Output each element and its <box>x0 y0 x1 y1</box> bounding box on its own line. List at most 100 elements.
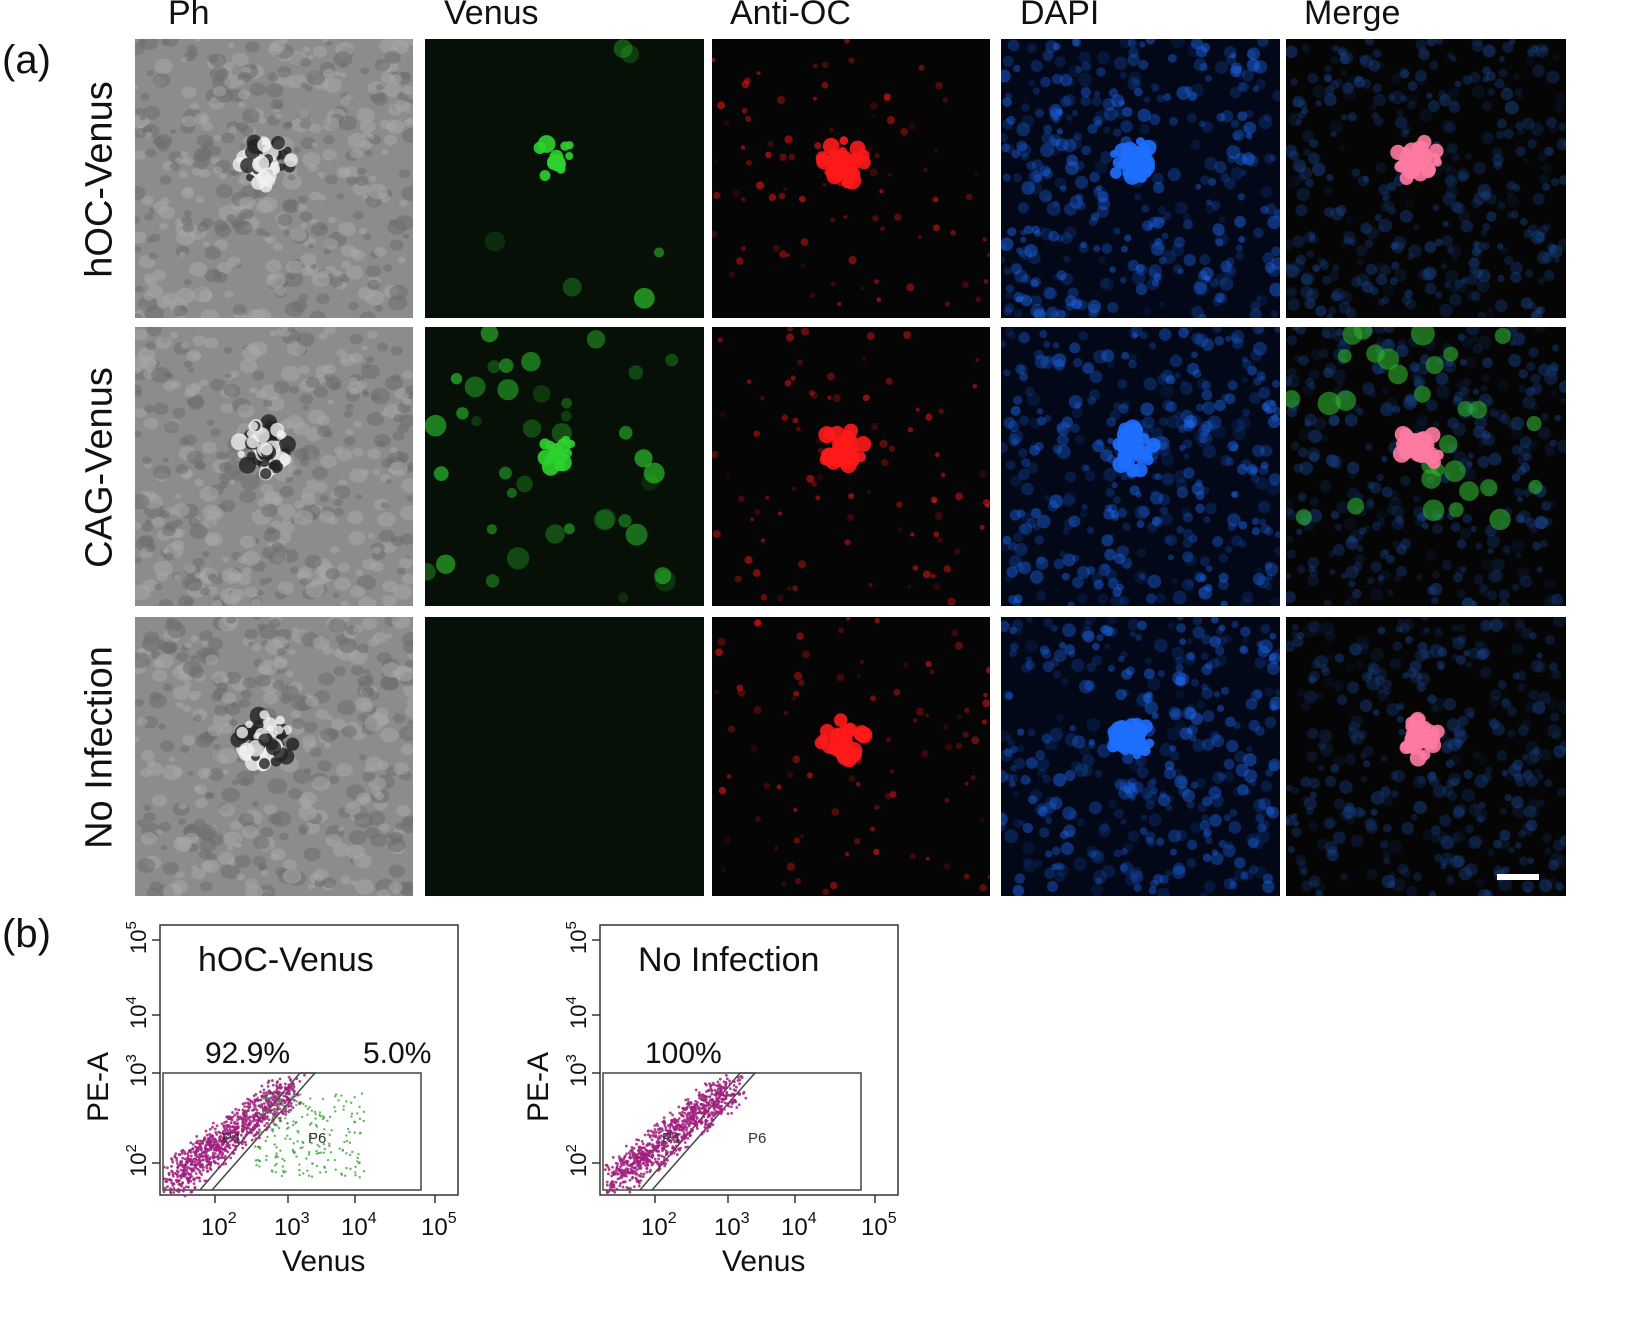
event-dot-p4 <box>684 1119 688 1123</box>
event-dot-p4 <box>208 1127 212 1131</box>
event-dot-p4 <box>182 1186 186 1190</box>
row-label-cag-venus: CAG-Venus <box>78 367 121 568</box>
event-dot-p4 <box>166 1185 169 1189</box>
event-dot-p4 <box>207 1139 211 1142</box>
event-dot-p4 <box>713 1088 717 1092</box>
event-dot-p4 <box>645 1161 648 1165</box>
event-dot-p4 <box>706 1129 709 1133</box>
event-dot-p4 <box>730 1094 734 1097</box>
event-dot-p4 <box>737 1076 740 1079</box>
event-dot-p4 <box>239 1133 243 1137</box>
event-dot-p4 <box>650 1163 654 1167</box>
event-dot-p4 <box>267 1089 271 1093</box>
event-dot-p4 <box>662 1121 666 1124</box>
event-dot-p4 <box>618 1184 622 1188</box>
event-dot-p4 <box>648 1149 652 1153</box>
event-dot-p4 <box>673 1135 677 1138</box>
event-dot-p6 <box>334 1093 338 1096</box>
micrograph-anti-oc-2 <box>712 327 990 606</box>
event-dot-p4 <box>298 1079 302 1083</box>
event-dot-p4 <box>194 1151 198 1155</box>
event-dot-p4 <box>673 1140 676 1144</box>
event-dot-p4 <box>169 1187 172 1191</box>
event-dot-p4 <box>691 1107 695 1111</box>
event-dot-p4 <box>685 1114 689 1117</box>
event-dot-p4 <box>645 1170 649 1174</box>
event-dot-p6 <box>302 1141 305 1145</box>
event-dot-p4 <box>663 1164 667 1168</box>
event-dot-p4 <box>271 1098 275 1102</box>
event-dot-p4 <box>285 1095 289 1099</box>
event-dot-p4 <box>623 1155 627 1159</box>
event-dot-p4 <box>677 1147 680 1151</box>
event-dot-p4 <box>224 1145 227 1149</box>
event-dot-p4 <box>605 1180 609 1184</box>
event-dot-p4 <box>605 1183 609 1187</box>
event-dot-p4 <box>195 1135 199 1138</box>
event-dot-p4 <box>723 1101 727 1105</box>
event-dot-p4 <box>728 1079 732 1083</box>
event-dot-p6 <box>281 1157 284 1161</box>
event-dot-p4 <box>229 1121 233 1125</box>
event-dot-p4 <box>278 1102 282 1106</box>
event-dot-p4 <box>728 1087 732 1090</box>
event-dot-p4 <box>237 1108 241 1112</box>
event-dot-p4 <box>710 1097 714 1101</box>
micrograph-venus-2 <box>425 327 704 606</box>
event-dot-p4 <box>662 1159 666 1163</box>
event-dot-p4 <box>703 1125 707 1129</box>
event-dot-p4 <box>208 1132 212 1136</box>
event-dot-p4 <box>227 1143 231 1147</box>
event-dot-p4 <box>211 1138 215 1141</box>
event-dot-p6 <box>314 1132 317 1135</box>
event-dot-p4 <box>678 1111 682 1115</box>
gate-percent-left: 92.9% <box>205 1037 290 1070</box>
event-dot-p6 <box>340 1094 343 1097</box>
plot-frame <box>599 924 899 1196</box>
y-tick-label: 103 <box>123 1054 151 1087</box>
event-dot-p4 <box>709 1084 712 1088</box>
event-dot-p6 <box>277 1116 280 1120</box>
event-dot-p4 <box>633 1166 637 1170</box>
event-dot-p4 <box>694 1088 698 1092</box>
event-dot-p4 <box>680 1139 684 1143</box>
micrograph-anti-oc-3 <box>712 617 990 896</box>
event-dot-p4 <box>708 1082 711 1086</box>
event-dot-p6 <box>299 1093 302 1096</box>
event-dot-p4 <box>174 1152 178 1155</box>
event-dot-p6 <box>315 1164 319 1168</box>
event-dot-p4 <box>257 1098 261 1102</box>
event-dot-p4 <box>632 1160 636 1163</box>
event-dot-p4 <box>733 1098 737 1102</box>
event-dot-p4 <box>242 1113 246 1117</box>
event-dot-p4 <box>217 1165 221 1169</box>
event-dot-p4 <box>231 1115 235 1119</box>
event-dot-p6 <box>353 1131 356 1134</box>
event-dot-p4 <box>724 1074 728 1077</box>
event-dot-p4 <box>165 1178 169 1181</box>
event-dot-p4 <box>662 1146 666 1150</box>
event-dot-p4 <box>214 1152 217 1155</box>
event-dot-p6 <box>273 1143 276 1146</box>
event-dot-p4 <box>163 1186 167 1190</box>
event-dot-p4 <box>685 1105 689 1109</box>
event-dot-p4 <box>677 1117 681 1120</box>
event-dot-p4 <box>281 1091 285 1095</box>
event-dot-p4 <box>729 1105 733 1109</box>
event-dot-p4 <box>248 1127 252 1131</box>
event-dot-p4 <box>699 1102 703 1106</box>
event-dot-p4 <box>228 1115 231 1119</box>
event-dot-p4 <box>192 1182 196 1185</box>
event-dot-p4 <box>657 1137 660 1140</box>
event-dot-p4 <box>242 1111 245 1115</box>
event-dot-p4 <box>674 1149 678 1152</box>
event-dot-p4 <box>225 1143 229 1147</box>
event-dot-p4 <box>229 1135 232 1139</box>
event-dot-p4 <box>214 1144 218 1148</box>
event-dot-p4 <box>719 1112 723 1116</box>
y-axis-label: PE-A <box>82 1052 115 1122</box>
event-dot-p4 <box>648 1143 651 1147</box>
event-dot-p4 <box>234 1133 238 1136</box>
event-dot-p4 <box>292 1098 296 1102</box>
event-dot-p4 <box>226 1128 229 1132</box>
